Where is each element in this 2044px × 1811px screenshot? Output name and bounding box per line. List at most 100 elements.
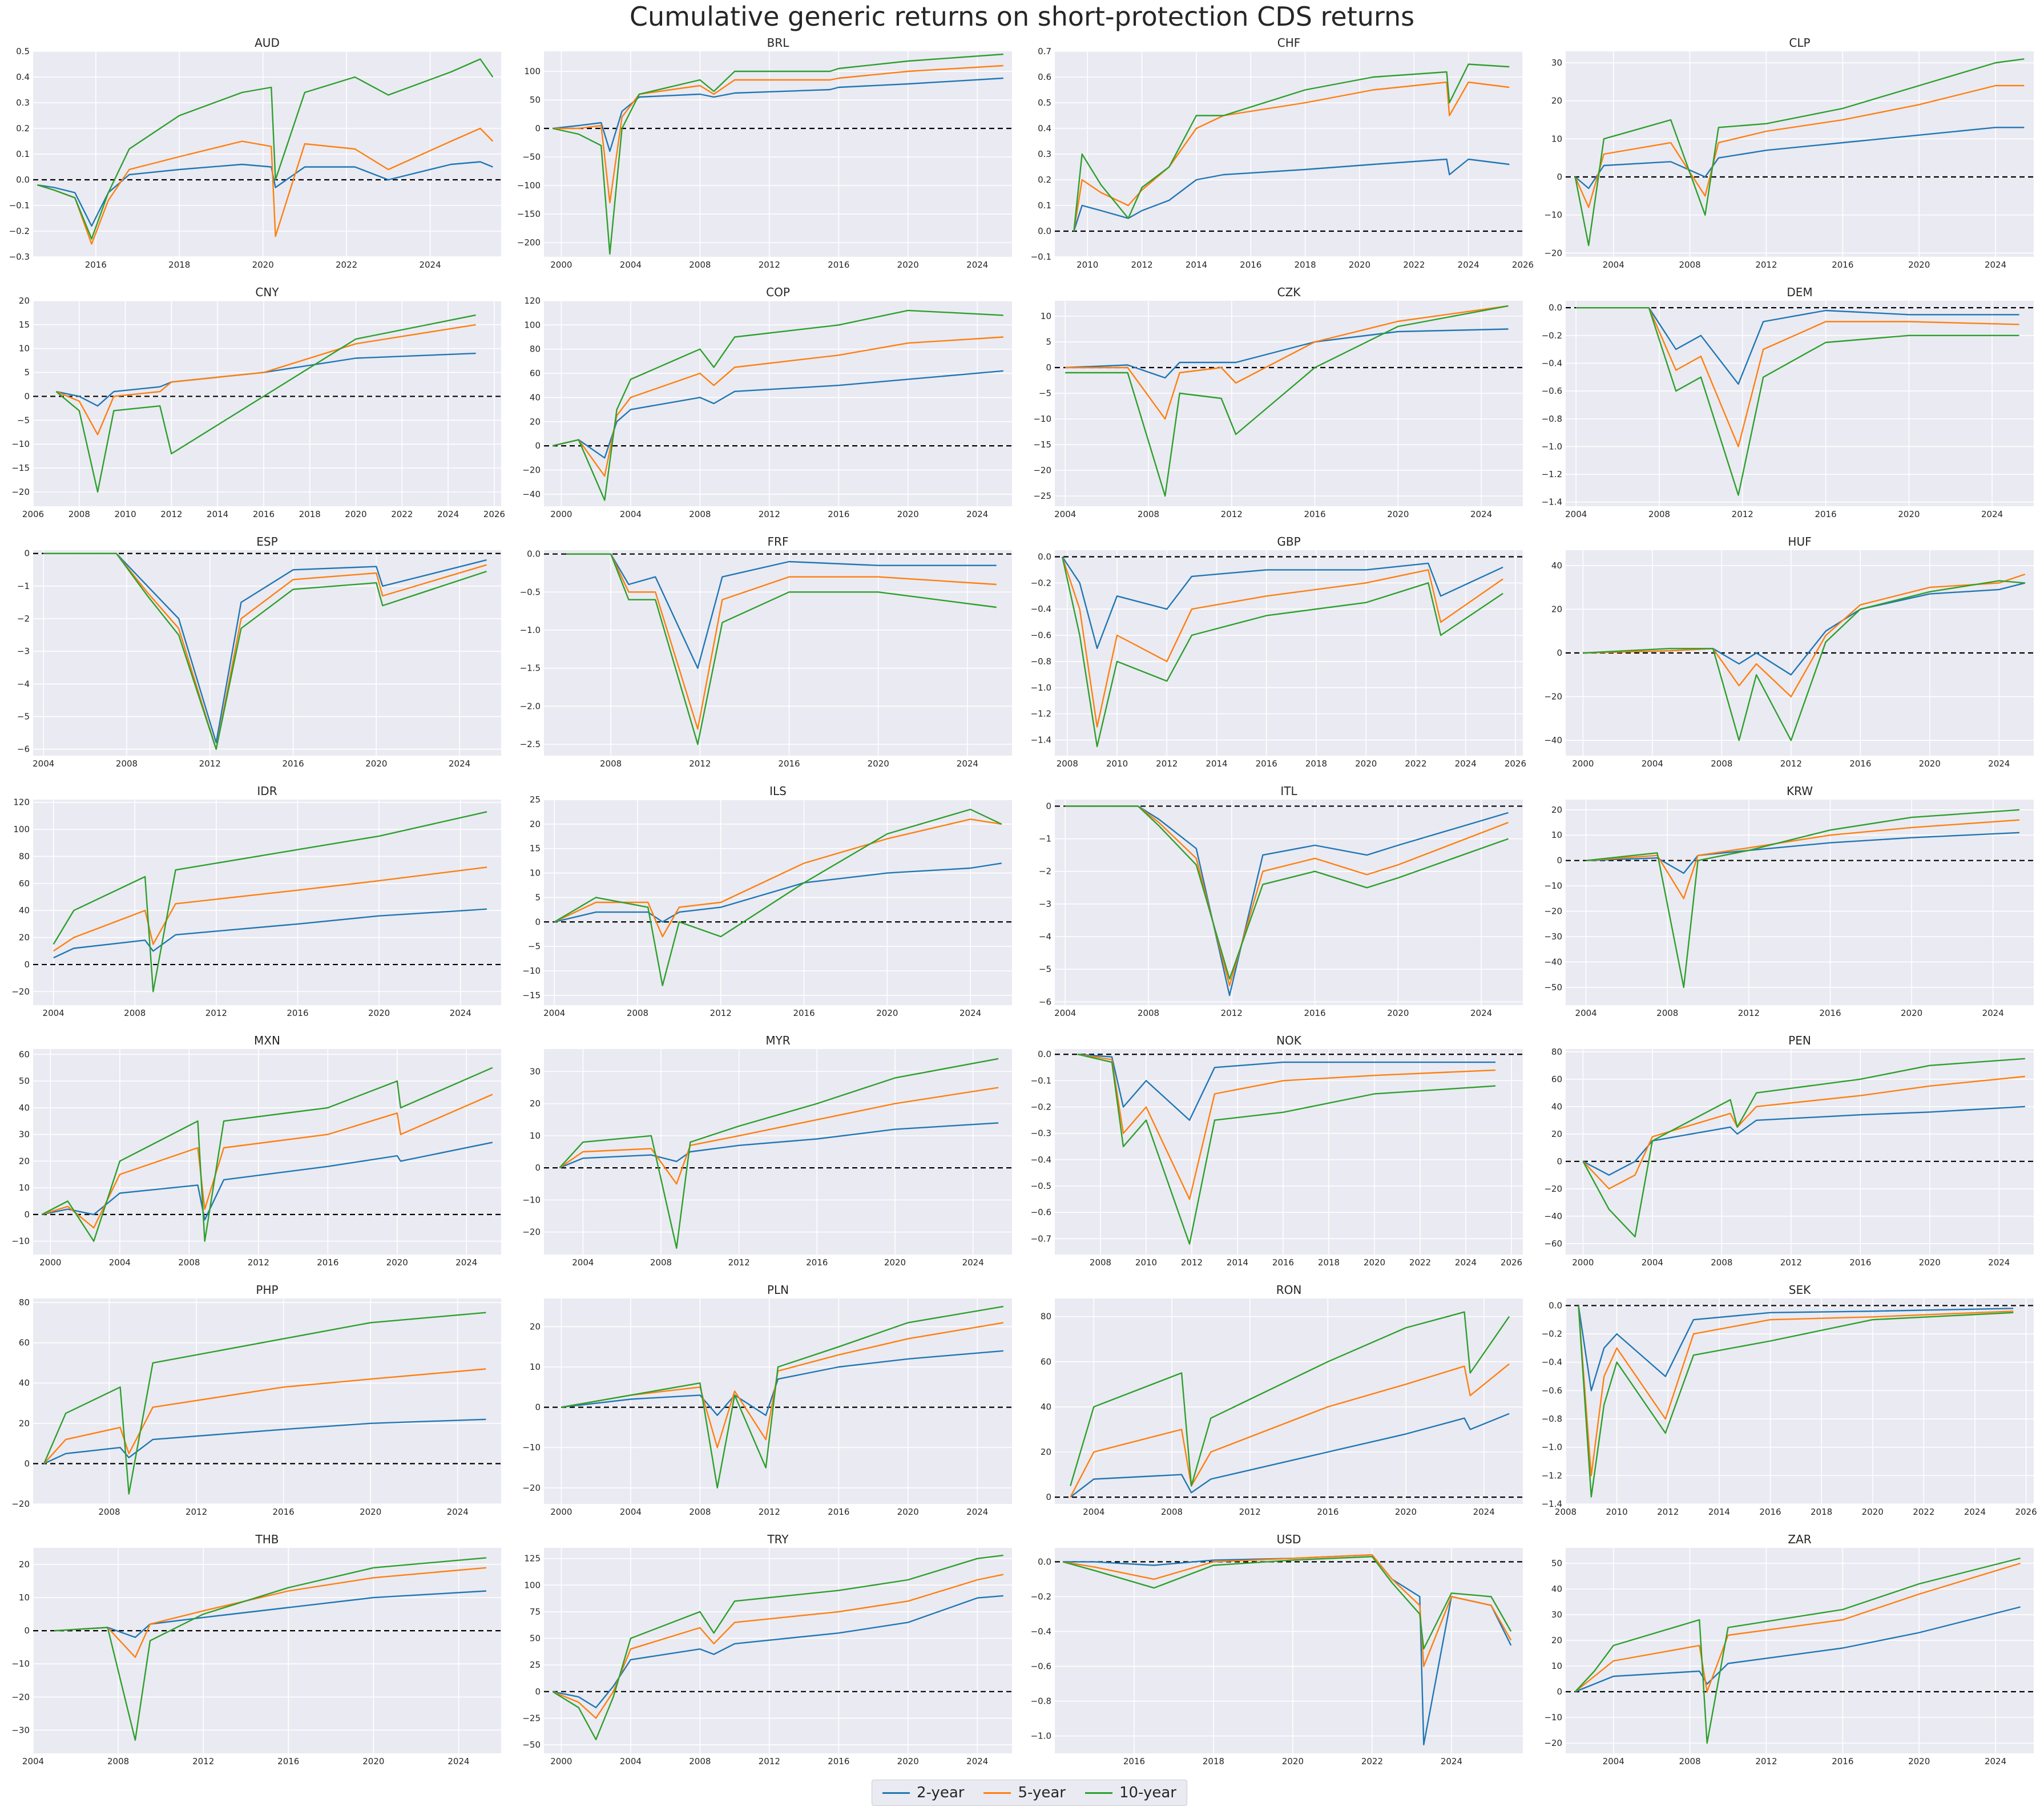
- y-tick-label: −0.6: [1031, 1661, 1051, 1671]
- panel-pln: PLN −20 −10 0 10 20 2000 2004 2008 2012 2016 2020 20…: [511, 1282, 1022, 1536]
- y-tick-label: −1.4: [1031, 735, 1051, 745]
- x-tick-label: 2018: [1305, 759, 1327, 769]
- x-tick-label: 2016: [1849, 759, 1871, 769]
- x-tick-label: 2024: [1455, 759, 1477, 769]
- x-tick-label: 2012: [1239, 1507, 1261, 1517]
- y-tick-label: 20: [1551, 1635, 1562, 1645]
- y-tick-label: 0: [535, 123, 541, 134]
- x-tick-label: 2016: [1304, 509, 1325, 519]
- x-tick-label: 2014: [207, 509, 228, 519]
- y-tick-label: 0: [1557, 856, 1562, 866]
- x-tick-label: 2026: [1512, 260, 1534, 270]
- x-tick-label: 2016: [1815, 509, 1836, 519]
- series-line-5-year: [1586, 819, 2020, 900]
- chart-chf: CHF −0.1 0.0 0.1 0.2 0.3 0.4 0.5 0.6 0.7 2010 2012 2…: [1031, 36, 1534, 270]
- x-tick-label: 2004: [1642, 759, 1663, 769]
- y-tick-label: −1: [17, 581, 30, 591]
- y-tick-label: −30: [11, 1725, 30, 1735]
- y-tick-label: −40: [522, 489, 541, 499]
- y-tick-label: 60: [19, 878, 30, 889]
- y-tick-label: −0.2: [1031, 578, 1051, 588]
- y-tick-label: 40: [19, 905, 30, 915]
- x-tick-label: 2008: [1711, 759, 1732, 769]
- x-tick-label: 2012: [1755, 1756, 1777, 1766]
- x-tick-label: 2010: [114, 509, 136, 519]
- x-tick-label: 2014: [1206, 759, 1227, 769]
- y-tick-label: −5: [1039, 964, 1051, 974]
- series-line-2-year: [552, 370, 1003, 459]
- x-tick-label: 2008: [68, 509, 90, 519]
- x-tick-label: 2016: [1240, 260, 1261, 270]
- y-tick-label: −20: [1544, 1184, 1562, 1194]
- x-tick-label: 2016: [1123, 1756, 1145, 1766]
- x-tick-label: 2004: [1603, 260, 1624, 270]
- series-line-5-year: [552, 336, 1003, 477]
- series-line-2-year: [1077, 1054, 1495, 1121]
- y-tick-label: 0.3: [16, 98, 30, 108]
- y-tick-label: −2.0: [520, 701, 541, 711]
- chart-pen: PEN −60 −40 −20 0 20 40 60 80 2000 2004 2008 2012 201…: [1544, 1034, 2034, 1268]
- y-tick-label: −25: [522, 1713, 541, 1723]
- series-line-10-year: [559, 1058, 999, 1249]
- x-tick-label: 2020: [897, 509, 919, 519]
- y-tick-label: −0.1: [1031, 252, 1051, 262]
- x-tick-label: 2012: [1755, 260, 1777, 270]
- x-tick-label: 2020: [1395, 1507, 1417, 1517]
- y-tick-label: 80: [19, 851, 30, 861]
- series-line-5-year: [1077, 1054, 1496, 1200]
- y-tick-label: 0: [1046, 801, 1051, 811]
- series-line-10-year: [1583, 580, 2025, 741]
- y-tick-label: −2: [17, 614, 30, 624]
- y-tick-label: −1.0: [1031, 1731, 1051, 1741]
- series-line-2-year: [1582, 1106, 2025, 1176]
- x-tick-label: 2008: [650, 1257, 672, 1268]
- y-tick-label: 10: [1551, 830, 1562, 840]
- x-tick-label: 2012: [186, 1507, 207, 1517]
- y-tick-label: −0.4: [1031, 604, 1051, 614]
- chart-php: PHP −20 0 20 40 60 80 2008 2012 2016 2020 2024: [11, 1283, 501, 1517]
- x-tick-label: 2014: [1227, 1257, 1248, 1268]
- y-tick-label: 10: [530, 1131, 541, 1141]
- x-tick-label: 2016: [1759, 1507, 1781, 1517]
- y-tick-label: 100: [13, 824, 30, 834]
- x-tick-label: 2016: [828, 1756, 849, 1766]
- x-tick-label: 2020: [345, 509, 366, 519]
- y-tick-label: −20: [11, 986, 30, 997]
- x-tick-label: 2008: [98, 1507, 120, 1517]
- figure-title: Cumulative generic returns on short-prot…: [629, 1, 1415, 32]
- x-tick-label: 2020: [368, 1008, 390, 1018]
- x-tick-label: 2024: [1964, 1507, 1986, 1517]
- y-tick-label: 0.0: [1038, 1556, 1051, 1567]
- series-line-10-year: [1070, 1311, 1510, 1487]
- y-tick-label: 20: [1551, 805, 1562, 815]
- panel-title: TRY: [767, 1532, 789, 1546]
- y-tick-label: −0.4: [1542, 358, 1562, 368]
- panel-thb: THB −30 −20 −10 0 10 20 2004 2008 2012 2016 2020 202…: [0, 1532, 511, 1785]
- y-tick-label: 0.0: [1549, 1300, 1562, 1310]
- plot-area: [544, 1548, 1012, 1753]
- legend-label-10-year: 10-year: [1119, 1784, 1176, 1801]
- x-tick-label: 2020: [1282, 1756, 1304, 1766]
- x-tick-label: 2006: [22, 509, 44, 519]
- series-line-10-year: [1061, 556, 1503, 748]
- x-tick-label: 2012: [728, 1257, 750, 1268]
- y-tick-label: 0.7: [1038, 46, 1051, 57]
- x-tick-label: 2008: [689, 509, 711, 519]
- y-tick-label: 0: [24, 959, 30, 970]
- x-tick-label: 2012: [1221, 509, 1243, 519]
- x-tick-label: 2020: [1919, 759, 1941, 769]
- series-line-10-year: [552, 1554, 1003, 1740]
- panel-title: FRF: [768, 535, 789, 548]
- y-tick-label: −2: [1039, 866, 1051, 877]
- x-tick-label: 2016: [277, 1756, 299, 1766]
- x-tick-label: 2016: [828, 509, 849, 519]
- series-line-10-year: [1073, 63, 1510, 232]
- x-tick-label: 2008: [1656, 1008, 1678, 1018]
- x-tick-label: 2012: [160, 509, 182, 519]
- y-tick-label: 20: [19, 1156, 30, 1166]
- series-line-5-year: [1583, 573, 2026, 697]
- y-tick-label: 100: [524, 320, 541, 330]
- legend-item-5-year: 5-year: [983, 1784, 1066, 1801]
- plot-area: [544, 1298, 1012, 1504]
- x-tick-label: 2020: [1919, 1257, 1941, 1268]
